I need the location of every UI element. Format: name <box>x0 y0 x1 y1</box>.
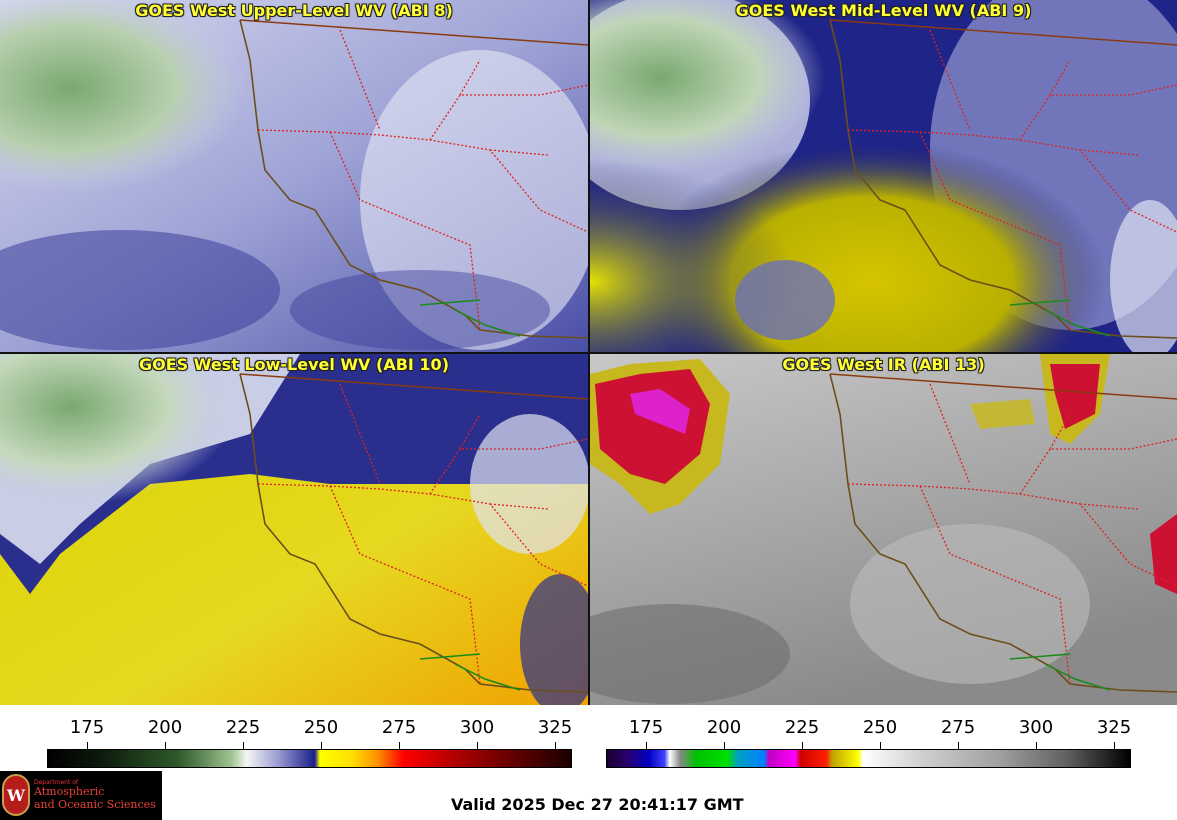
tick-mark <box>1036 742 1037 749</box>
tick-mark <box>646 742 647 749</box>
tick-mark <box>243 742 244 749</box>
logo-line-2: and Oceanic Sciences <box>34 798 156 811</box>
tick-label: 300 <box>1018 717 1054 738</box>
wv-colorbar-gradient <box>47 749 572 768</box>
logo-line-1: Atmospheric <box>34 785 105 798</box>
panel-title: GOES West Low-Level WV (ABI 10) <box>138 355 449 374</box>
tick-mark <box>724 742 725 749</box>
tick-label: 275 <box>940 717 976 738</box>
panel-title: GOES West Upper-Level WV (ABI 8) <box>135 1 453 20</box>
tick-mark <box>1114 742 1115 749</box>
tick-mark <box>165 742 166 749</box>
tick-label: 325 <box>537 717 573 738</box>
tick-mark <box>399 742 400 749</box>
horizontal-divider <box>0 352 1177 354</box>
tick-label: 275 <box>381 717 417 738</box>
ir-colorbar-gradient <box>606 749 1131 768</box>
valid-time: Valid 2025 Dec 27 20:41:17 GMT <box>451 795 744 814</box>
tick-label: 225 <box>225 717 261 738</box>
tick-label: 175 <box>69 717 105 738</box>
panel-low-level-wv: GOES West Low-Level WV (ABI 10) <box>0 354 588 705</box>
tick-label: 250 <box>303 717 339 738</box>
tick-label: 200 <box>147 717 183 738</box>
panel-title: GOES West Mid-Level WV (ABI 9) <box>735 1 1032 20</box>
tick-label: 200 <box>706 717 742 738</box>
tick-mark <box>555 742 556 749</box>
tick-label: 225 <box>784 717 820 738</box>
tick-mark <box>87 742 88 749</box>
logo-dept-text: Department of <box>34 779 78 786</box>
tick-mark <box>958 742 959 749</box>
upper-wv-image <box>0 0 588 352</box>
uw-seal-icon: W <box>2 774 30 816</box>
tick-mark <box>321 742 322 749</box>
uw-aos-logo: W Department of Atmospheric and Oceanic … <box>0 771 162 820</box>
tick-mark <box>880 742 881 749</box>
tick-label: 300 <box>459 717 495 738</box>
panel-title: GOES West IR (ABI 13) <box>782 355 985 374</box>
tick-mark <box>477 742 478 749</box>
tick-label: 325 <box>1096 717 1132 738</box>
tick-label: 250 <box>862 717 898 738</box>
panel-upper-level-wv: GOES West Upper-Level WV (ABI 8) <box>0 0 588 352</box>
mid-wv-image <box>590 0 1177 352</box>
panel-ir: GOES West IR (ABI 13) <box>590 354 1177 705</box>
panel-mid-level-wv: GOES West Mid-Level WV (ABI 9) <box>590 0 1177 352</box>
low-wv-image <box>0 354 588 705</box>
tick-mark <box>802 742 803 749</box>
ir-image <box>590 354 1177 705</box>
tick-label: 175 <box>628 717 664 738</box>
